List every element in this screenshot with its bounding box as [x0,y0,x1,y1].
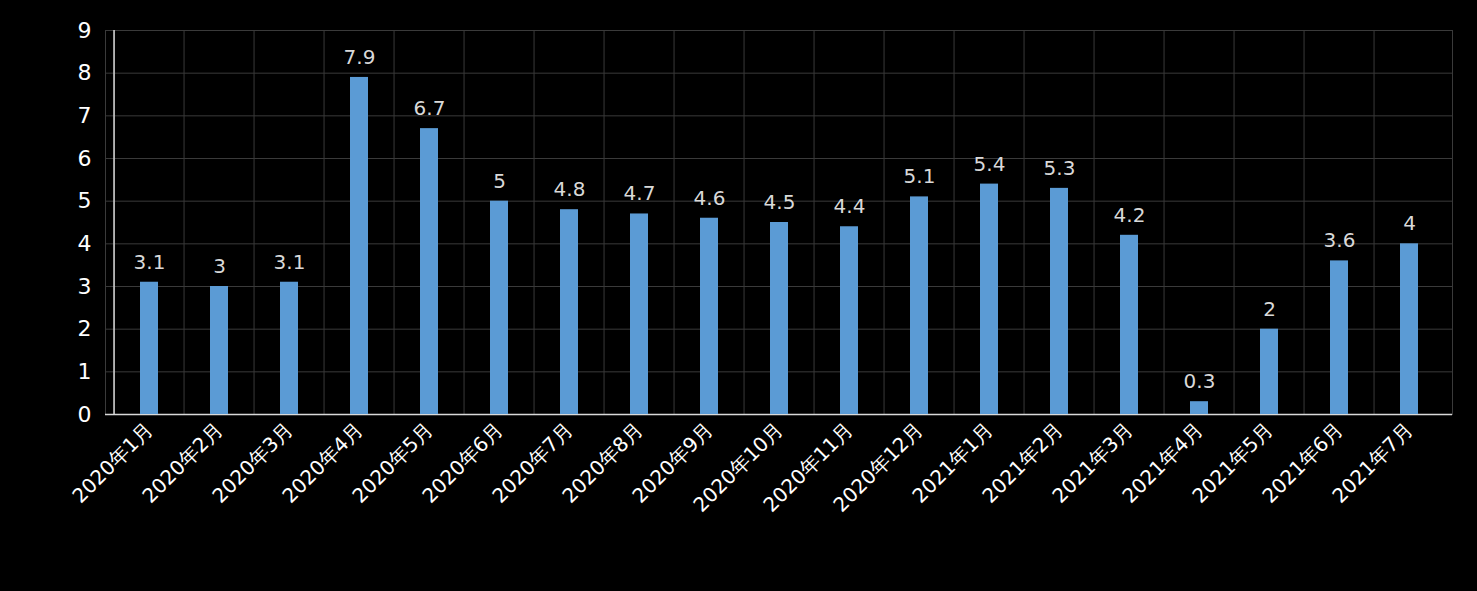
svg-text:2020年12月: 2020年12月 [828,417,927,516]
svg-text:2020年1月: 2020年1月 [67,417,158,508]
svg-text:2020年7月: 2020年7月 [487,417,578,508]
svg-text:0.3: 0.3 [1184,369,1216,393]
svg-text:2020年9月: 2020年9月 [627,417,718,508]
svg-text:2021年2月: 2021年2月 [977,417,1068,508]
svg-text:5.3: 5.3 [1044,156,1076,180]
svg-text:3.6: 3.6 [1324,228,1356,252]
svg-text:2021年4月: 2021年4月 [1117,417,1208,508]
svg-text:4.8: 4.8 [554,177,586,201]
svg-text:7.9: 7.9 [344,45,376,69]
svg-text:3: 3 [78,274,92,299]
svg-text:2021年3月: 2021年3月 [1047,417,1138,508]
svg-text:1: 1 [78,359,92,384]
svg-text:2020年4月: 2020年4月 [277,417,368,508]
svg-text:5.4: 5.4 [974,152,1006,176]
svg-text:6: 6 [78,146,92,171]
svg-text:4.7: 4.7 [624,181,656,205]
svg-text:2020年6月: 2020年6月 [417,417,508,508]
svg-text:2021年7月: 2021年7月 [1327,417,1417,507]
svg-text:5: 5 [78,188,92,213]
svg-text:4.4: 4.4 [834,194,866,218]
svg-text:2020年5月: 2020年5月 [347,417,438,508]
svg-text:2021年5月: 2021年5月 [1187,417,1278,508]
svg-text:4.5: 4.5 [764,190,796,214]
svg-text:7: 7 [78,103,92,128]
svg-text:2020年3月: 2020年3月 [207,417,298,508]
svg-text:2020年10月: 2020年10月 [688,417,788,517]
svg-text:9: 9 [78,18,92,43]
svg-text:3.1: 3.1 [134,250,166,274]
svg-text:4.2: 4.2 [1114,203,1146,227]
svg-text:2021年6月: 2021年6月 [1257,417,1348,508]
svg-text:2020年8月: 2020年8月 [557,417,648,508]
svg-text:5.1: 5.1 [904,164,936,188]
svg-text:4: 4 [1403,211,1416,235]
svg-text:2: 2 [1263,297,1276,321]
svg-text:2: 2 [78,316,92,341]
svg-text:2020年11月: 2020年11月 [758,417,858,517]
svg-text:5: 5 [493,169,506,193]
svg-text:8: 8 [78,60,92,85]
svg-text:2021年1月: 2021年1月 [907,417,998,508]
svg-text:3.1: 3.1 [274,250,306,274]
svg-text:2020年2月: 2020年2月 [137,417,228,508]
svg-text:4: 4 [78,231,92,256]
svg-text:3: 3 [213,254,226,278]
svg-text:4.6: 4.6 [694,186,726,210]
svg-text:0: 0 [78,402,92,427]
svg-text:6.7: 6.7 [414,96,446,120]
